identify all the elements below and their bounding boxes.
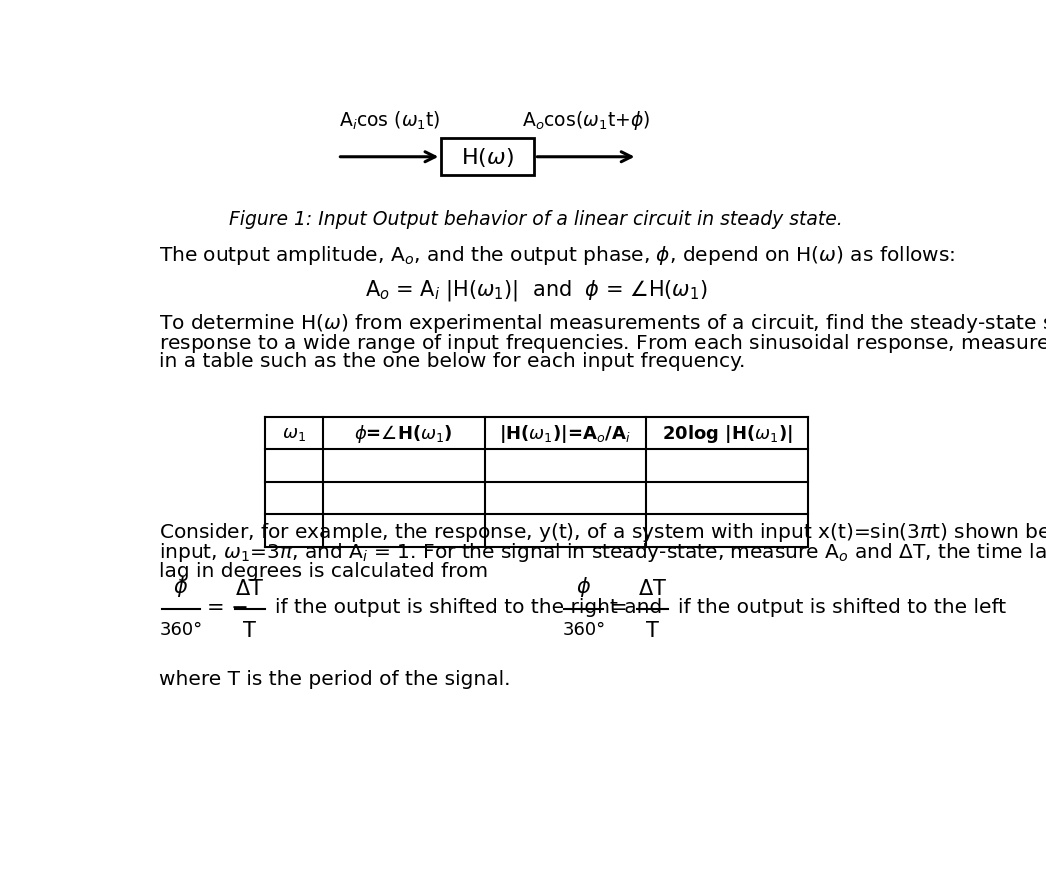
Text: $\Delta$T: $\Delta$T	[235, 578, 265, 598]
Text: H($\omega$): H($\omega$)	[461, 146, 515, 169]
Text: response to a wide range of input frequencies. From each sinusoidal response, me: response to a wide range of input freque…	[159, 332, 1046, 354]
Text: Consider, for example, the response, y(t), of a system with input x(t)=sin(3$\pi: Consider, for example, the response, y(t…	[159, 521, 1046, 544]
Bar	[441, 139, 535, 176]
Text: in a table such as the one below for each input frequency.: in a table such as the one below for eac…	[159, 352, 746, 371]
Text: $\omega_1$: $\omega_1$	[281, 424, 305, 442]
Text: lag in degrees is calculated from: lag in degrees is calculated from	[159, 561, 488, 580]
Text: 360°: 360°	[159, 620, 203, 638]
Text: if the output is shifted to the right and: if the output is shifted to the right an…	[275, 597, 662, 617]
Text: 360°: 360°	[563, 620, 606, 638]
Text: 20log |H($\omega_1$)|: 20log |H($\omega_1$)|	[661, 423, 792, 445]
Text: $\phi$: $\phi$	[174, 574, 188, 598]
Text: |H($\omega_1$)|=A$_o$/A$_i$: |H($\omega_1$)|=A$_o$/A$_i$	[499, 423, 631, 445]
Text: A$_o$ = A$_i$ |H($\omega_1$)|  and  $\phi$ = $\angle$H($\omega_1$): A$_o$ = A$_i$ |H($\omega_1$)| and $\phi$…	[365, 277, 707, 303]
Text: T: T	[244, 620, 256, 640]
Text: where T is the period of the signal.: where T is the period of the signal.	[159, 669, 510, 688]
Text: T: T	[646, 620, 659, 640]
Text: The output amplitude, A$_o$, and the output phase, $\phi$, depend on H($\omega$): The output amplitude, A$_o$, and the out…	[159, 244, 956, 267]
Text: $\phi$: $\phi$	[576, 574, 591, 598]
Text: = −: = −	[207, 597, 249, 617]
Text: =: =	[610, 597, 628, 617]
Text: $\Delta$T: $\Delta$T	[638, 578, 667, 598]
Text: A$_i$cos ($\omega_1$t): A$_i$cos ($\omega_1$t)	[339, 110, 440, 132]
Text: if the output is shifted to the left: if the output is shifted to the left	[678, 597, 1006, 617]
Text: Figure 1: Input Output behavior of a linear circuit in steady state.: Figure 1: Input Output behavior of a lin…	[229, 210, 843, 229]
Text: $\phi$=$\angle$H($\omega_1$): $\phi$=$\angle$H($\omega_1$)	[355, 423, 453, 445]
Text: To determine H($\omega$) from experimental measurements of a circuit, find the s: To determine H($\omega$) from experiment…	[159, 311, 1046, 334]
Text: input, $\omega_1$=3$\pi$, and A$_i$ = 1. For the signal in steady-state, measure: input, $\omega_1$=3$\pi$, and A$_i$ = 1.…	[159, 541, 1046, 564]
Text: A$_o$cos($\omega_1$t+$\phi$): A$_o$cos($\omega_1$t+$\phi$)	[522, 109, 650, 132]
